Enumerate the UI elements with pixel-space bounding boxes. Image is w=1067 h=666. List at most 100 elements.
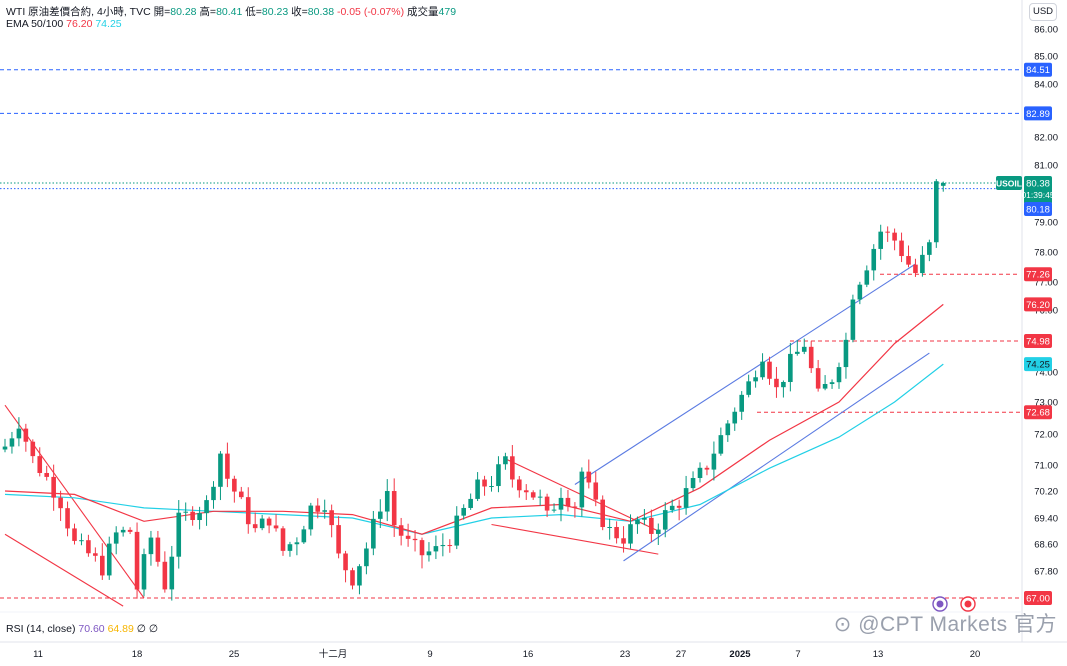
candle [482,475,487,496]
x-tick-label: 9 [427,649,432,660]
candle-body [558,497,564,510]
y-tick-label: 73.00 [1034,398,1058,409]
candle-body [537,496,543,498]
candle-body [169,556,175,590]
ema50-value: 76.20 [66,18,93,30]
candle [461,504,466,520]
candle [586,459,592,489]
currency-button[interactable]: USD [1029,3,1057,21]
candle [412,530,418,552]
candle-body [120,529,126,533]
ema-lines [4,303,944,535]
candle [704,465,710,476]
candle [815,359,821,392]
candle-body [454,515,460,546]
candle-body [2,446,8,450]
candle-body [586,471,592,483]
price-badge-red: 67.00 [1024,591,1052,605]
candle [753,370,758,388]
candle-body [593,482,599,500]
candle-body [843,339,849,368]
candle [774,366,779,398]
price-badge-label: 77.26 [1026,270,1050,281]
candle-body [371,518,376,549]
time-axis[interactable]: 11 18 25 十二月 9 16 23 27 2025 7 13 20 [33,648,980,660]
candle [141,548,147,597]
x-tick-label: 18 [132,649,143,660]
candle [551,503,557,513]
candle [801,338,807,355]
candle [517,476,522,498]
candle [523,484,529,500]
economic-event-icon [932,596,948,612]
candle-body [315,505,321,512]
x-tick-label: 23 [620,649,631,660]
candle [732,407,738,431]
candle [162,551,168,593]
candle [544,493,550,518]
candle [843,332,849,379]
candle [662,502,668,538]
y-tick-label: 72.00 [1034,430,1058,441]
candle [308,502,314,536]
candle [718,427,724,456]
candle-body [37,456,43,473]
candle [899,232,904,263]
candle [294,537,300,556]
candle-body [489,486,494,488]
candle [725,420,731,442]
candle [322,499,327,519]
candle [440,533,446,557]
candle [683,475,689,515]
candle [58,490,63,522]
candle [273,514,279,532]
candle-body [273,525,279,529]
candle-body [878,231,883,249]
candle-body [635,519,640,525]
price-badge-label: 74.98 [1026,337,1050,348]
candle [649,509,654,543]
candle [197,506,202,530]
candle-body [343,553,348,571]
candle-body [523,490,529,493]
candle [475,472,480,502]
open-value: 80.28 [170,6,197,18]
candle [134,522,140,599]
candle-body [461,507,466,516]
ema-legend[interactable]: EMA 50/100 76.20 74.25 [6,18,122,30]
event-icon-dot [964,600,972,608]
candle [169,545,175,601]
candle [426,542,432,562]
candle-body [58,497,63,509]
candle [510,445,515,488]
candle [558,487,564,522]
candle [530,490,536,500]
watermark-text: @CPT Markets 官方 [858,613,1057,636]
candle-body [711,453,717,470]
candle-body [628,524,633,544]
candle [503,452,508,470]
flag-event-icon [960,596,976,612]
candle-body [23,428,29,442]
candle-body [468,498,473,508]
candle [100,543,105,580]
current-price-box [1024,176,1052,204]
candle-body [190,511,195,521]
candle-body [565,497,571,507]
candle [218,451,223,501]
candle [593,471,599,507]
candle-body [93,553,98,556]
ema100-value: 74.25 [95,18,122,30]
y-tick-label: 77.00 [1034,278,1058,289]
rsi-legend[interactable]: RSI (14, close) 70.60 64.89 ∅ ∅ [6,623,158,635]
price-axis[interactable]: 86.00 85.00 84.00 82.00 81.00 79.00 78.00 77.00… [1034,25,1058,578]
candle-body [934,181,939,243]
candle-body [218,453,223,487]
candle-body [329,510,334,526]
candle-body [106,543,112,576]
y-tick-label: 82.00 [1034,133,1058,144]
candle [405,523,411,547]
symbol-info[interactable]: WTI 原油差價合約, 4小時, TVC [6,6,151,18]
